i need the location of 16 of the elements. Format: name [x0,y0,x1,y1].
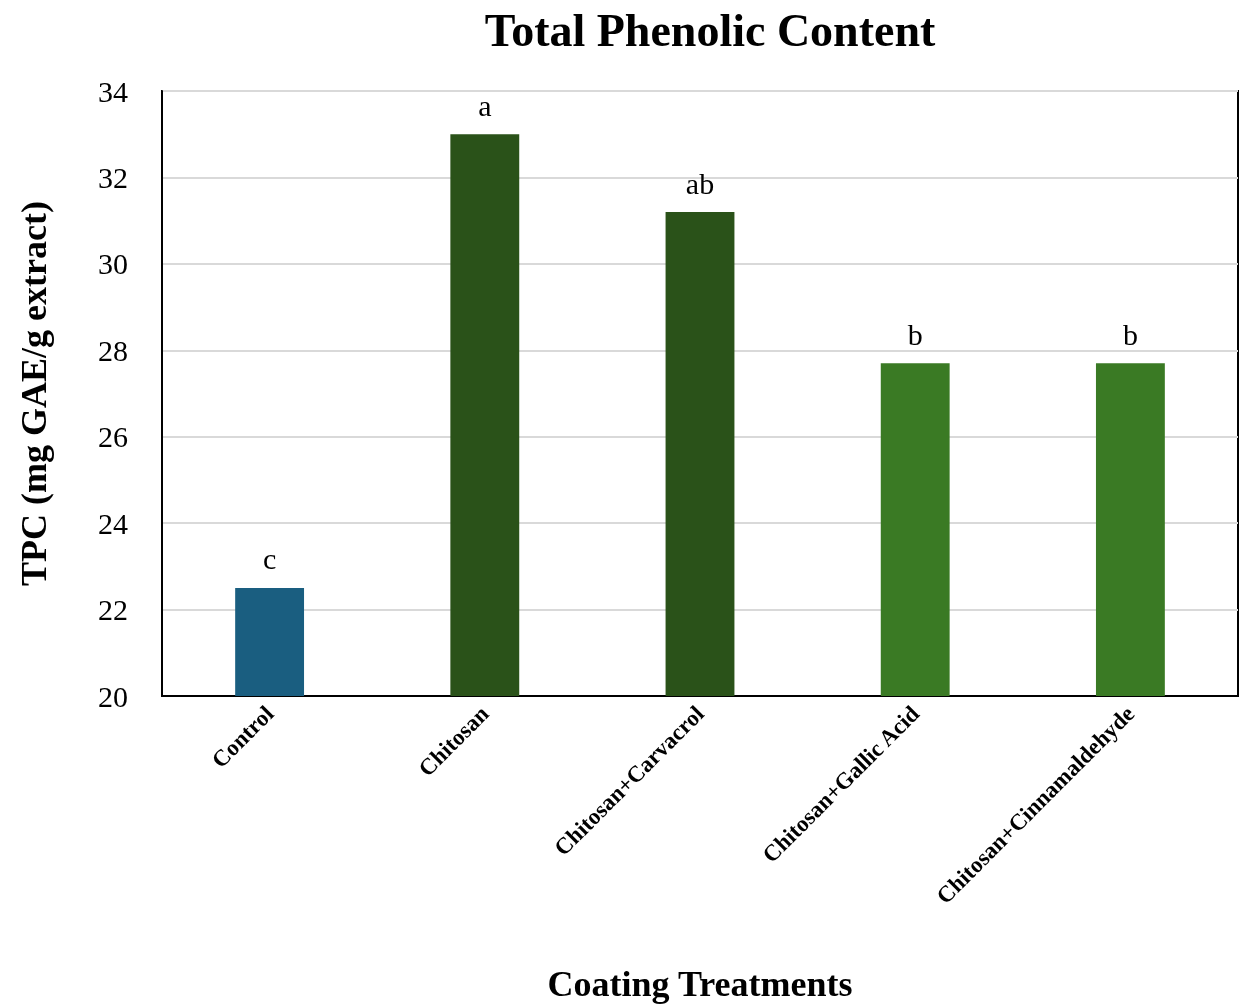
annotation: a [478,88,492,122]
y-tick-label: 32 [98,160,128,194]
y-tick-label: 30 [98,247,128,281]
chart-title: Total Phenolic Content [484,4,937,56]
y-tick-label: 22 [98,593,128,627]
annotation: b [1122,317,1138,351]
annotation: b [907,317,923,351]
y-tick-label: 28 [98,333,128,367]
y-tick-label: 20 [98,679,128,713]
y-tick-label: 24 [98,506,128,540]
x-axis-title: Coating Treatments [547,964,853,1004]
annotation: ab [685,166,715,200]
y-tick-label: 26 [98,420,128,454]
annotation: c [262,542,277,576]
y-axis-title: TPC (mg GAE/g extract) [14,201,54,586]
y-tick-label: 34 [98,74,128,108]
